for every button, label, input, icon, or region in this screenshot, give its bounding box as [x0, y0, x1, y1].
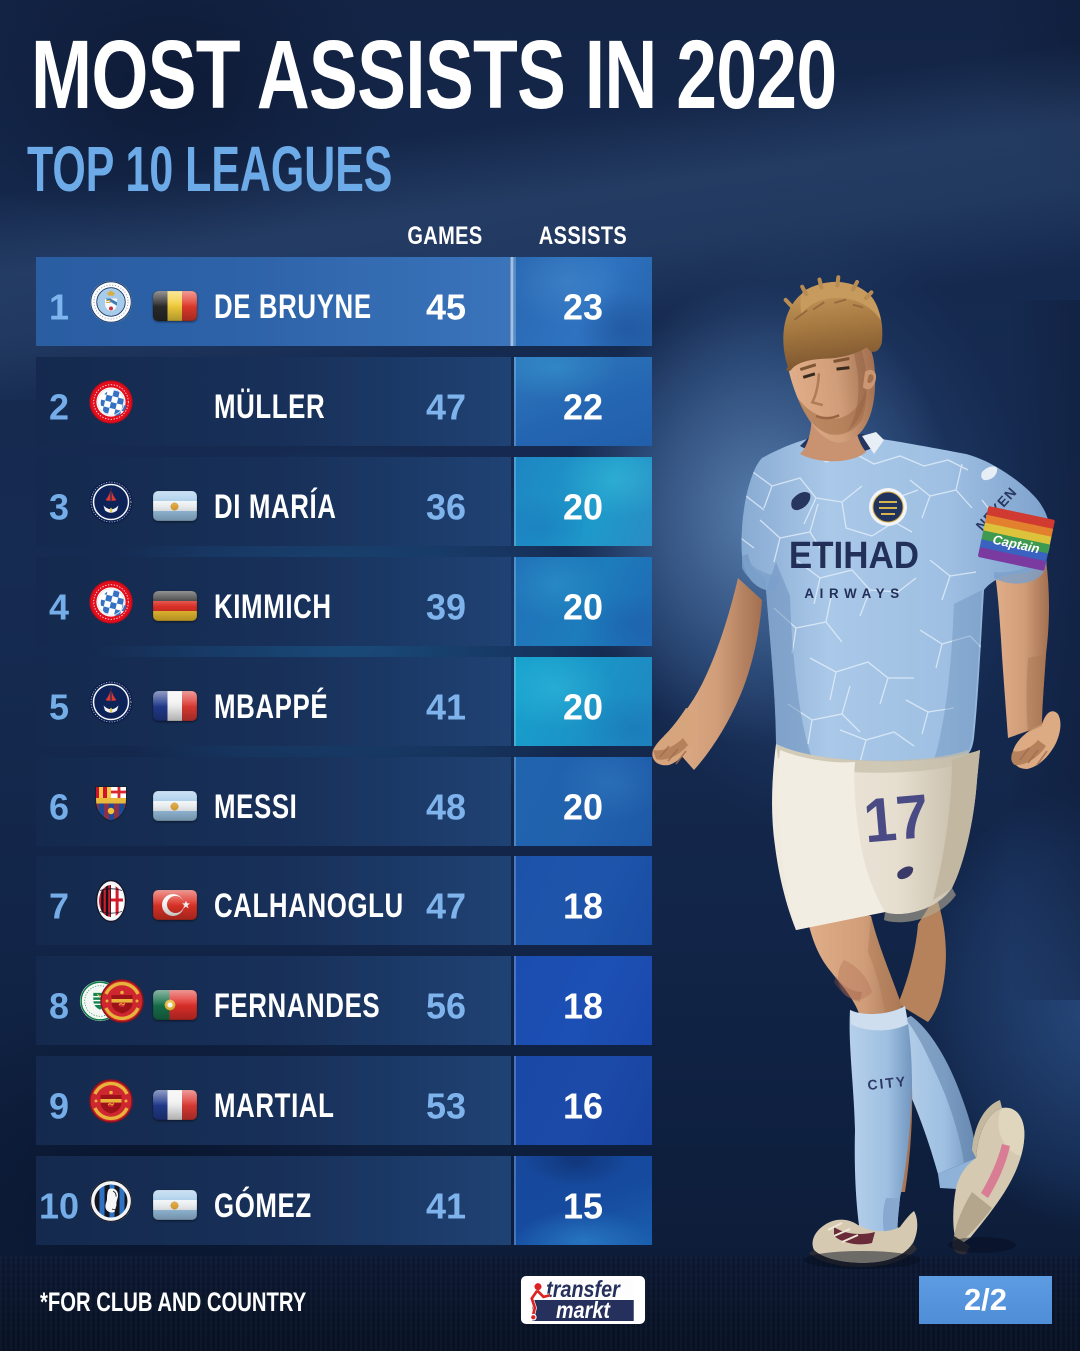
svg-text:CITY: CITY	[867, 1073, 908, 1093]
svg-text:ETIHAD: ETIHAD	[789, 534, 919, 577]
svg-text:AIRWAYS: AIRWAYS	[804, 586, 904, 601]
svg-text:17: 17	[861, 781, 932, 855]
